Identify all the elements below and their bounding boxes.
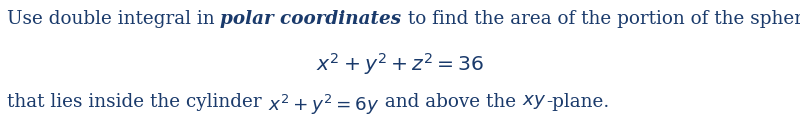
Text: that lies inside the cylinder: that lies inside the cylinder [7, 93, 267, 111]
Text: $xy$: $xy$ [522, 93, 546, 111]
Text: polar coordinates: polar coordinates [221, 10, 402, 28]
Text: -plane.: -plane. [546, 93, 610, 111]
Text: $x^2 + y^2 = 6y$: $x^2 + y^2 = 6y$ [267, 93, 378, 117]
Text: Use double integral in: Use double integral in [7, 10, 221, 28]
Text: to find the area of the portion of the sphere: to find the area of the portion of the s… [402, 10, 800, 28]
Text: $x^2 + y^2 + z^2 = 36$: $x^2 + y^2 + z^2 = 36$ [316, 51, 484, 77]
Text: and above the: and above the [378, 93, 522, 111]
